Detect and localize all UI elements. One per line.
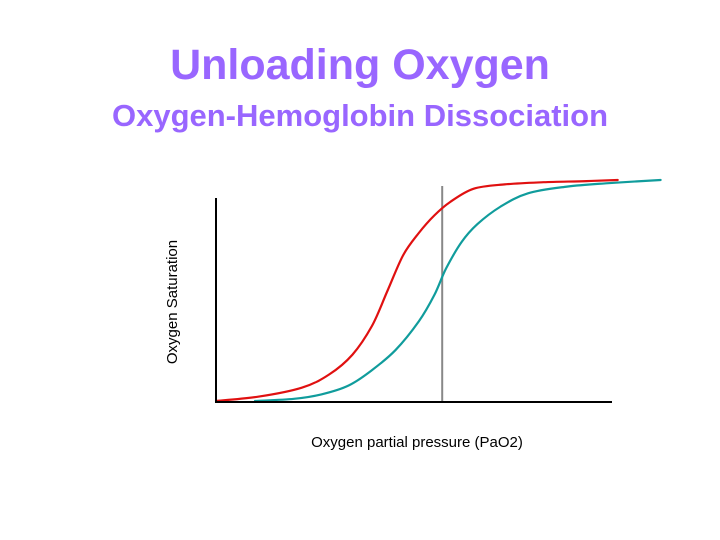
slide-title: Unloading Oxygen <box>170 41 550 89</box>
series-line-2 <box>253 178 662 403</box>
series-line-1 <box>214 178 619 403</box>
x-axis-label: Oxygen partial pressure (PaO2) <box>311 434 523 451</box>
y-axis-label: Oxygen Saturation <box>164 240 181 364</box>
plot-layer <box>214 178 662 403</box>
slide-subtitle: Oxygen-Hemoglobin Dissociation <box>111 98 609 133</box>
